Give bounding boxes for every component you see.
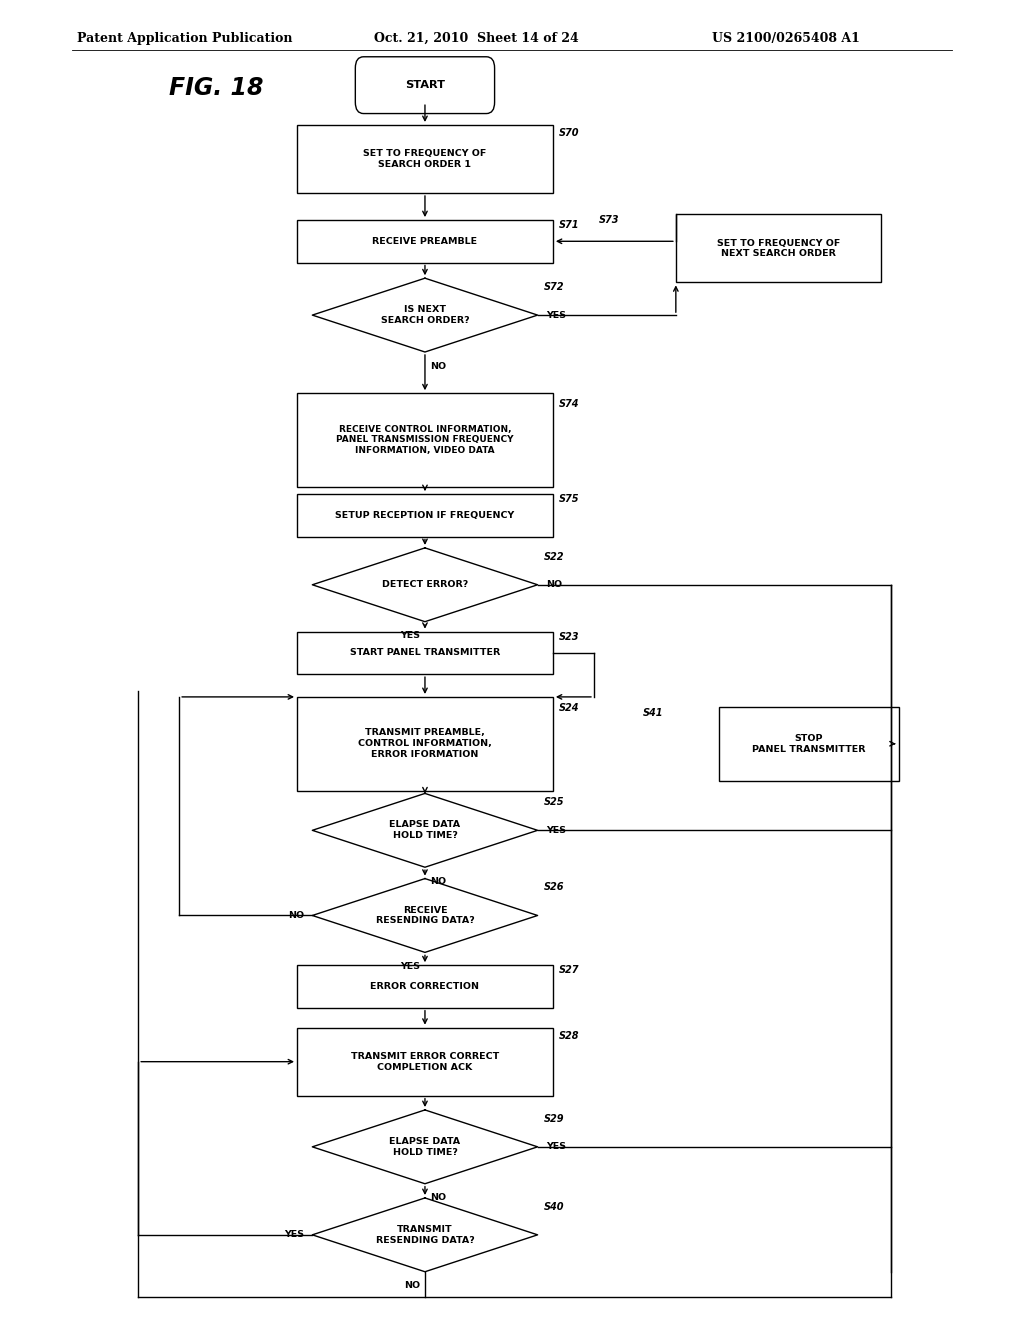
Text: IS NEXT
SEARCH ORDER?: IS NEXT SEARCH ORDER? bbox=[381, 305, 469, 325]
Text: SET TO FREQUENCY OF
NEXT SEARCH ORDER: SET TO FREQUENCY OF NEXT SEARCH ORDER bbox=[717, 239, 840, 259]
Text: S29: S29 bbox=[544, 1114, 564, 1123]
Polygon shape bbox=[312, 1199, 538, 1271]
Text: NO: NO bbox=[430, 362, 446, 371]
Text: NO: NO bbox=[403, 1282, 420, 1291]
FancyBboxPatch shape bbox=[297, 697, 553, 791]
Text: ERROR CORRECTION: ERROR CORRECTION bbox=[371, 982, 479, 991]
Text: YES: YES bbox=[546, 310, 566, 319]
Text: YES: YES bbox=[399, 962, 420, 972]
Text: SET TO FREQUENCY OF
SEARCH ORDER 1: SET TO FREQUENCY OF SEARCH ORDER 1 bbox=[364, 149, 486, 169]
Text: S70: S70 bbox=[559, 128, 580, 139]
FancyBboxPatch shape bbox=[297, 965, 553, 1007]
FancyBboxPatch shape bbox=[297, 631, 553, 675]
Text: S40: S40 bbox=[544, 1201, 564, 1212]
Text: S27: S27 bbox=[559, 965, 580, 975]
Text: START PANEL TRANSMITTER: START PANEL TRANSMITTER bbox=[350, 648, 500, 657]
Text: ELAPSE DATA
HOLD TIME?: ELAPSE DATA HOLD TIME? bbox=[389, 821, 461, 841]
Text: DETECT ERROR?: DETECT ERROR? bbox=[382, 581, 468, 589]
Text: TRANSMIT ERROR CORRECT
COMPLETION ACK: TRANSMIT ERROR CORRECT COMPLETION ACK bbox=[351, 1052, 499, 1072]
Polygon shape bbox=[312, 279, 538, 352]
Text: RECEIVE PREAMBLE: RECEIVE PREAMBLE bbox=[373, 236, 477, 246]
Text: S74: S74 bbox=[559, 400, 580, 409]
FancyBboxPatch shape bbox=[297, 1027, 553, 1096]
Text: S71: S71 bbox=[559, 220, 580, 230]
FancyBboxPatch shape bbox=[297, 220, 553, 263]
Text: STOP
PANEL TRANSMITTER: STOP PANEL TRANSMITTER bbox=[753, 734, 865, 754]
Text: RECEIVE CONTROL INFORMATION,
PANEL TRANSMISSION FREQUENCY
INFORMATION, VIDEO DAT: RECEIVE CONTROL INFORMATION, PANEL TRANS… bbox=[336, 425, 514, 455]
Polygon shape bbox=[312, 548, 538, 622]
Text: S23: S23 bbox=[559, 632, 580, 642]
FancyBboxPatch shape bbox=[676, 214, 881, 282]
Text: NO: NO bbox=[430, 876, 446, 886]
FancyBboxPatch shape bbox=[719, 706, 899, 780]
Text: S72: S72 bbox=[544, 282, 564, 292]
FancyBboxPatch shape bbox=[297, 393, 553, 487]
Text: YES: YES bbox=[284, 1230, 304, 1239]
Text: US 2100/0265408 A1: US 2100/0265408 A1 bbox=[712, 32, 859, 45]
Text: YES: YES bbox=[546, 1142, 566, 1151]
Text: S26: S26 bbox=[544, 883, 564, 892]
Text: YES: YES bbox=[546, 826, 566, 834]
Text: START: START bbox=[404, 81, 445, 90]
Text: S73: S73 bbox=[599, 215, 620, 224]
Text: S28: S28 bbox=[559, 1031, 580, 1040]
Text: YES: YES bbox=[399, 631, 420, 640]
Polygon shape bbox=[312, 793, 538, 867]
Text: NO: NO bbox=[546, 581, 562, 589]
Text: TRANSMIT
RESENDING DATA?: TRANSMIT RESENDING DATA? bbox=[376, 1225, 474, 1245]
FancyBboxPatch shape bbox=[297, 494, 553, 536]
FancyBboxPatch shape bbox=[297, 125, 553, 193]
Text: Oct. 21, 2010  Sheet 14 of 24: Oct. 21, 2010 Sheet 14 of 24 bbox=[374, 32, 579, 45]
Text: S25: S25 bbox=[544, 797, 564, 808]
Text: TRANSMIT PREAMBLE,
CONTROL INFORMATION,
ERROR IFORMATION: TRANSMIT PREAMBLE, CONTROL INFORMATION, … bbox=[358, 729, 492, 759]
Text: RECEIVE
RESENDING DATA?: RECEIVE RESENDING DATA? bbox=[376, 906, 474, 925]
Polygon shape bbox=[312, 1110, 538, 1184]
FancyBboxPatch shape bbox=[355, 57, 495, 114]
Text: Patent Application Publication: Patent Application Publication bbox=[77, 32, 292, 45]
Text: FIG. 18: FIG. 18 bbox=[169, 77, 263, 100]
Text: S24: S24 bbox=[559, 704, 580, 713]
Text: NO: NO bbox=[288, 911, 304, 920]
Text: S41: S41 bbox=[642, 708, 664, 718]
Text: S22: S22 bbox=[544, 552, 564, 562]
Polygon shape bbox=[312, 879, 538, 953]
Text: NO: NO bbox=[430, 1193, 446, 1203]
Text: SETUP RECEPTION IF FREQUENCY: SETUP RECEPTION IF FREQUENCY bbox=[335, 511, 515, 520]
Text: S75: S75 bbox=[559, 494, 580, 504]
Text: ELAPSE DATA
HOLD TIME?: ELAPSE DATA HOLD TIME? bbox=[389, 1137, 461, 1156]
